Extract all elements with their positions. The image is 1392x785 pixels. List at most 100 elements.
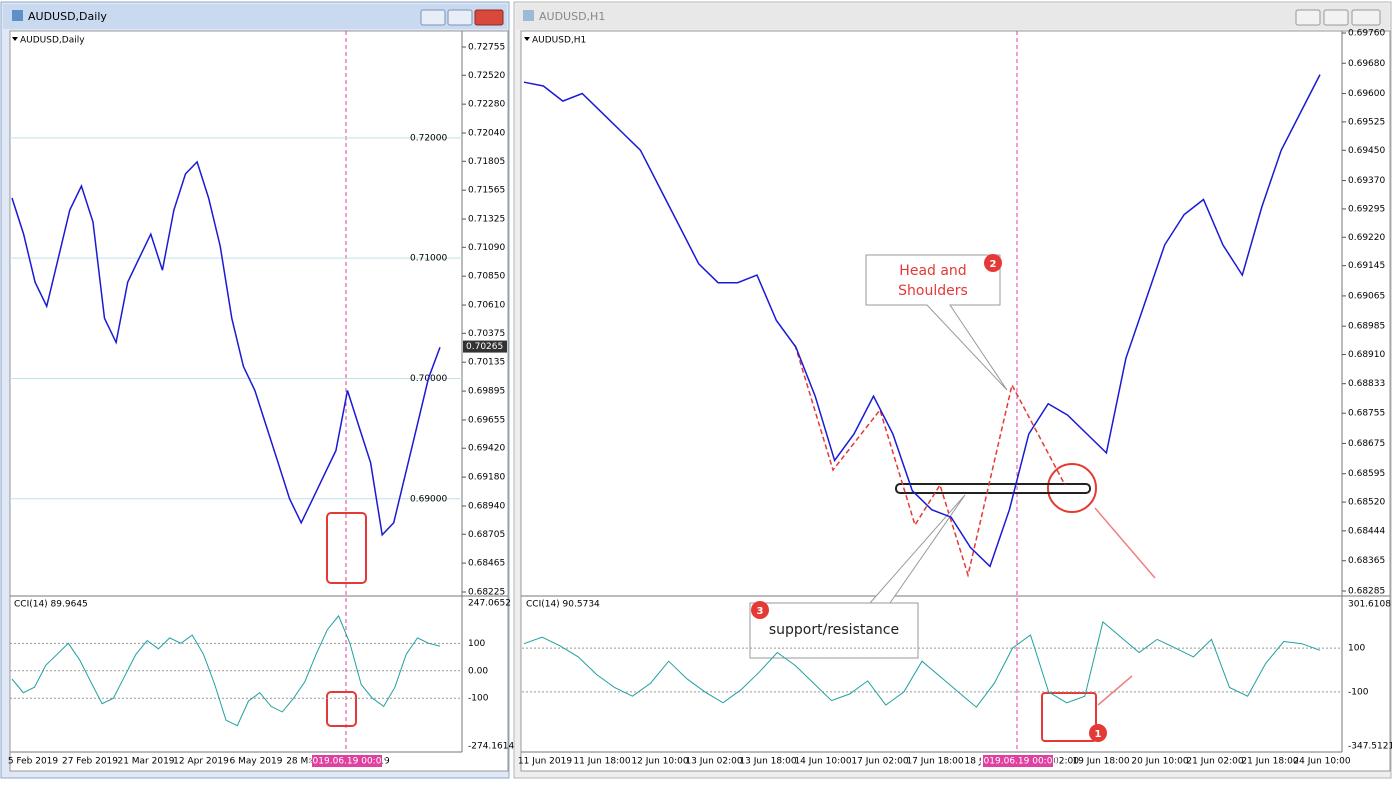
level-label: 0.72000 xyxy=(410,133,447,143)
indicator-tick-label: 247.0652 xyxy=(468,599,511,609)
price-line xyxy=(523,74,1321,568)
cursor-time-box xyxy=(312,755,382,767)
price-tick-label: 0.70375 xyxy=(468,329,505,339)
cursor-time-box xyxy=(983,755,1053,767)
callout xyxy=(749,494,966,659)
cursor-time: 2019.06.19 00:00 xyxy=(307,757,388,767)
time-label: 12 Apr 2019 xyxy=(173,757,229,767)
callout-text: support/resistance xyxy=(769,622,899,638)
price-tick-label: 0.69450 xyxy=(1348,146,1385,156)
price-tick-label: 0.68285 xyxy=(1348,587,1385,597)
indicator-label: CCI(14) 89.9645 xyxy=(14,600,88,610)
price-tick-label: 0.69420 xyxy=(468,444,505,454)
price-tick-label: 0.71090 xyxy=(468,243,505,253)
price-tick-label: 0.72040 xyxy=(468,129,505,139)
time-label: 02:00 xyxy=(1053,757,1079,767)
price-tick-label: 0.69655 xyxy=(468,415,505,425)
price-tick-label: 0.71325 xyxy=(468,215,505,225)
price-tick-label: 0.70135 xyxy=(468,358,505,368)
current-price-label: 0.70265 xyxy=(466,342,503,352)
window-icon xyxy=(523,10,534,21)
marker-circle xyxy=(1047,463,1097,513)
title-bar xyxy=(516,4,1389,29)
window-title: AUDUSD,Daily xyxy=(28,10,107,23)
price-tick-label: 0.72280 xyxy=(468,100,505,110)
price-tick-label: 0.69600 xyxy=(1348,89,1385,99)
price-tick-label: 0.69525 xyxy=(1348,117,1385,127)
indicator-line xyxy=(11,614,441,727)
close-button[interactable] xyxy=(1351,9,1381,26)
chart-label-arrow xyxy=(524,37,530,41)
badge-number: 2 xyxy=(990,259,997,270)
annotations: Head and Shoulders support/resistance 2 3 1 xyxy=(326,254,1156,742)
indicator-tick-label: 0.00 xyxy=(468,666,488,676)
time-label: 27 Feb 2019 xyxy=(62,757,118,767)
price-tick-label: 0.69180 xyxy=(468,473,505,483)
time-label: 21 Jun 02:00 xyxy=(1186,757,1243,767)
minimize-button[interactable] xyxy=(420,9,446,26)
marker-box xyxy=(326,691,357,727)
minimize-button[interactable] xyxy=(1295,9,1321,26)
price-tick-label: 0.68444 xyxy=(1348,526,1385,536)
price-tick-label: 0.72520 xyxy=(468,71,505,81)
price-tick-label: 0.70850 xyxy=(468,272,505,282)
pointer-arrow xyxy=(1094,507,1156,579)
price-tick-label: 0.71805 xyxy=(468,157,505,167)
marker-box xyxy=(1041,692,1097,742)
price-tick-label: 0.69295 xyxy=(1348,204,1385,214)
time-label: 17 Jun 02:00 xyxy=(851,757,908,767)
chart-label-arrow xyxy=(12,37,18,41)
maximize-button[interactable] xyxy=(447,9,473,26)
time-label: 28 Ma xyxy=(286,757,314,767)
maximize-button[interactable] xyxy=(1323,9,1349,26)
price-tick-label: 0.68365 xyxy=(1348,556,1385,566)
time-label: 14 Jun 10:00 xyxy=(794,757,851,767)
indicator-tick-label: 100 xyxy=(1348,644,1365,654)
price-tick-label: 0.68465 xyxy=(468,559,505,569)
time-label: 19 xyxy=(378,757,390,767)
chart-label: AUDUSD,Daily xyxy=(20,36,85,46)
close-button[interactable] xyxy=(474,9,504,26)
price-tick-label: 0.68985 xyxy=(1348,322,1385,332)
time-label: 17 Jun 18:00 xyxy=(906,757,963,767)
indicator-tick-label: -100 xyxy=(468,694,489,704)
price-tick-label: 0.69145 xyxy=(1348,261,1385,271)
indicator-tick-label: 100 xyxy=(468,639,485,649)
time-label: 21 Jun 18:00 xyxy=(1241,757,1298,767)
price-tick-label: 0.70610 xyxy=(468,301,505,311)
badge xyxy=(751,601,769,619)
price-tick-label: 0.69760 xyxy=(1348,29,1385,39)
price-tick-label: 0.68755 xyxy=(1348,409,1385,419)
indicator-tick-label: -274.1614 xyxy=(468,742,514,752)
time-label: 5 Feb 2019 xyxy=(8,757,59,767)
badge-number: 1 xyxy=(1095,729,1102,740)
indicator-label: CCI(14) 90.5734 xyxy=(526,600,600,610)
price-tick-label: 0.68940 xyxy=(468,501,505,511)
price-tick-label: 0.68833 xyxy=(1348,379,1385,389)
level-label: 0.69000 xyxy=(410,494,447,504)
badge-number: 3 xyxy=(757,606,764,617)
price-tick-label: 0.69065 xyxy=(1348,291,1385,301)
time-label: 11 Jun 18:00 xyxy=(573,757,630,767)
time-label: 11 Jun 2019 xyxy=(518,757,572,767)
window-title: AUDUSD,H1 xyxy=(539,10,605,23)
cursor-time: 2019.06.19 00:00 xyxy=(978,757,1059,767)
time-label: 24 Jun 10:00 xyxy=(1293,757,1350,767)
price-line xyxy=(11,160,441,537)
badge xyxy=(1089,724,1107,742)
current-price-box xyxy=(463,340,507,353)
pointer-arrow xyxy=(1097,675,1133,706)
indicator-tick-label: -347.5121 xyxy=(1348,742,1392,752)
time-label: 21 Mar 2019 xyxy=(117,757,174,767)
price-tick-label: 0.68910 xyxy=(1348,350,1385,360)
price-tick-label: 0.69680 xyxy=(1348,59,1385,69)
time-label: 19 Jun 18:00 xyxy=(1072,757,1129,767)
indicator-tick-label: -100 xyxy=(1348,687,1369,697)
chart-area xyxy=(520,30,1391,772)
callout-text: Head and xyxy=(899,263,966,279)
chart-label: AUDUSD,H1 xyxy=(532,36,586,46)
sr-zone xyxy=(895,483,1091,494)
time-label: 13 Jun 18:00 xyxy=(739,757,796,767)
price-tick-label: 0.68675 xyxy=(1348,439,1385,449)
